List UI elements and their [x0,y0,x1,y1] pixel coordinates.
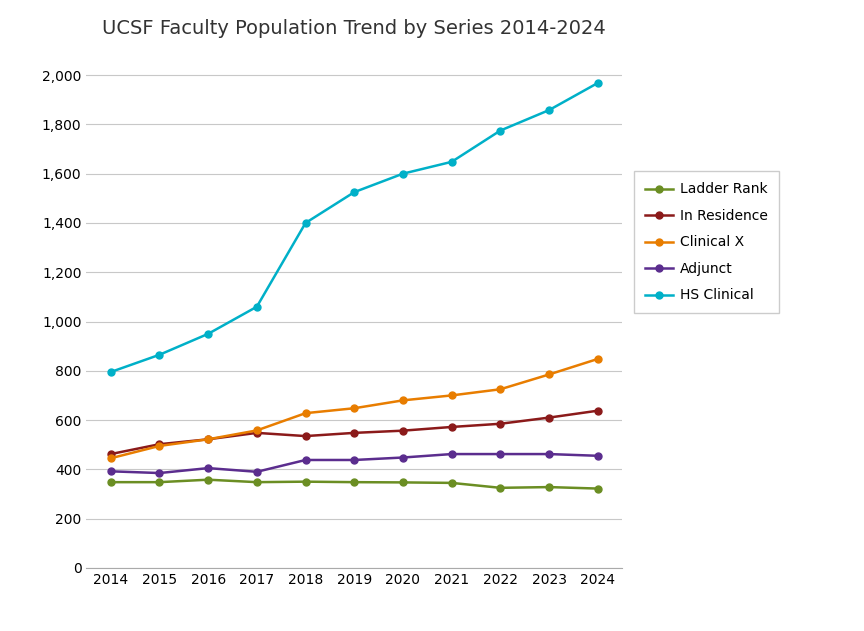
HS Clinical [349,189,359,196]
In Residence [349,429,359,437]
Adjunct [251,468,262,476]
Ladder Rank [543,483,554,491]
Line: In Residence: In Residence [107,407,601,457]
HS Clinical [495,127,505,134]
HS Clinical [543,106,554,114]
Adjunct [397,454,408,461]
Adjunct [447,451,457,458]
In Residence [105,451,116,458]
Ladder Rank [447,479,457,487]
Clinical X [543,370,554,378]
In Residence [397,427,408,435]
Clinical X [349,404,359,412]
In Residence [155,440,165,448]
Adjunct [593,452,603,459]
HS Clinical [251,303,262,310]
Line: Ladder Rank: Ladder Rank [107,476,601,492]
In Residence [495,420,505,428]
HS Clinical [397,170,408,177]
In Residence [301,432,311,440]
In Residence [543,414,554,422]
Clinical X [397,396,408,404]
HS Clinical [203,330,213,338]
Ladder Rank [203,476,213,483]
Adjunct [301,456,311,464]
Ladder Rank [593,485,603,492]
Ladder Rank [349,478,359,486]
In Residence [447,423,457,431]
Ladder Rank [155,478,165,486]
Adjunct [349,456,359,464]
Ladder Rank [251,478,262,486]
HS Clinical [447,158,457,165]
Ladder Rank [495,484,505,492]
Ladder Rank [105,478,116,486]
Adjunct [495,451,505,458]
Title: UCSF Faculty Population Trend by Series 2014-2024: UCSF Faculty Population Trend by Series … [102,19,607,38]
In Residence [593,407,603,415]
In Residence [203,435,213,443]
HS Clinical [593,80,603,87]
Clinical X [155,442,165,450]
Ladder Rank [301,478,311,485]
Clinical X [251,427,262,434]
Adjunct [543,451,554,458]
Line: Clinical X: Clinical X [107,355,601,462]
HS Clinical [105,369,116,376]
Ladder Rank [397,479,408,487]
Legend: Ladder Rank, In Residence, Clinical X, Adjunct, HS Clinical: Ladder Rank, In Residence, Clinical X, A… [634,171,779,314]
In Residence [251,429,262,437]
Clinical X [203,435,213,443]
HS Clinical [155,351,165,358]
Adjunct [203,464,213,472]
Line: Adjunct: Adjunct [107,451,601,476]
Line: HS Clinical: HS Clinical [107,80,601,375]
HS Clinical [301,219,311,227]
Clinical X [301,410,311,417]
Clinical X [447,392,457,399]
Clinical X [105,454,116,462]
Clinical X [495,386,505,393]
Clinical X [593,355,603,363]
Adjunct [105,468,116,475]
Adjunct [155,469,165,477]
